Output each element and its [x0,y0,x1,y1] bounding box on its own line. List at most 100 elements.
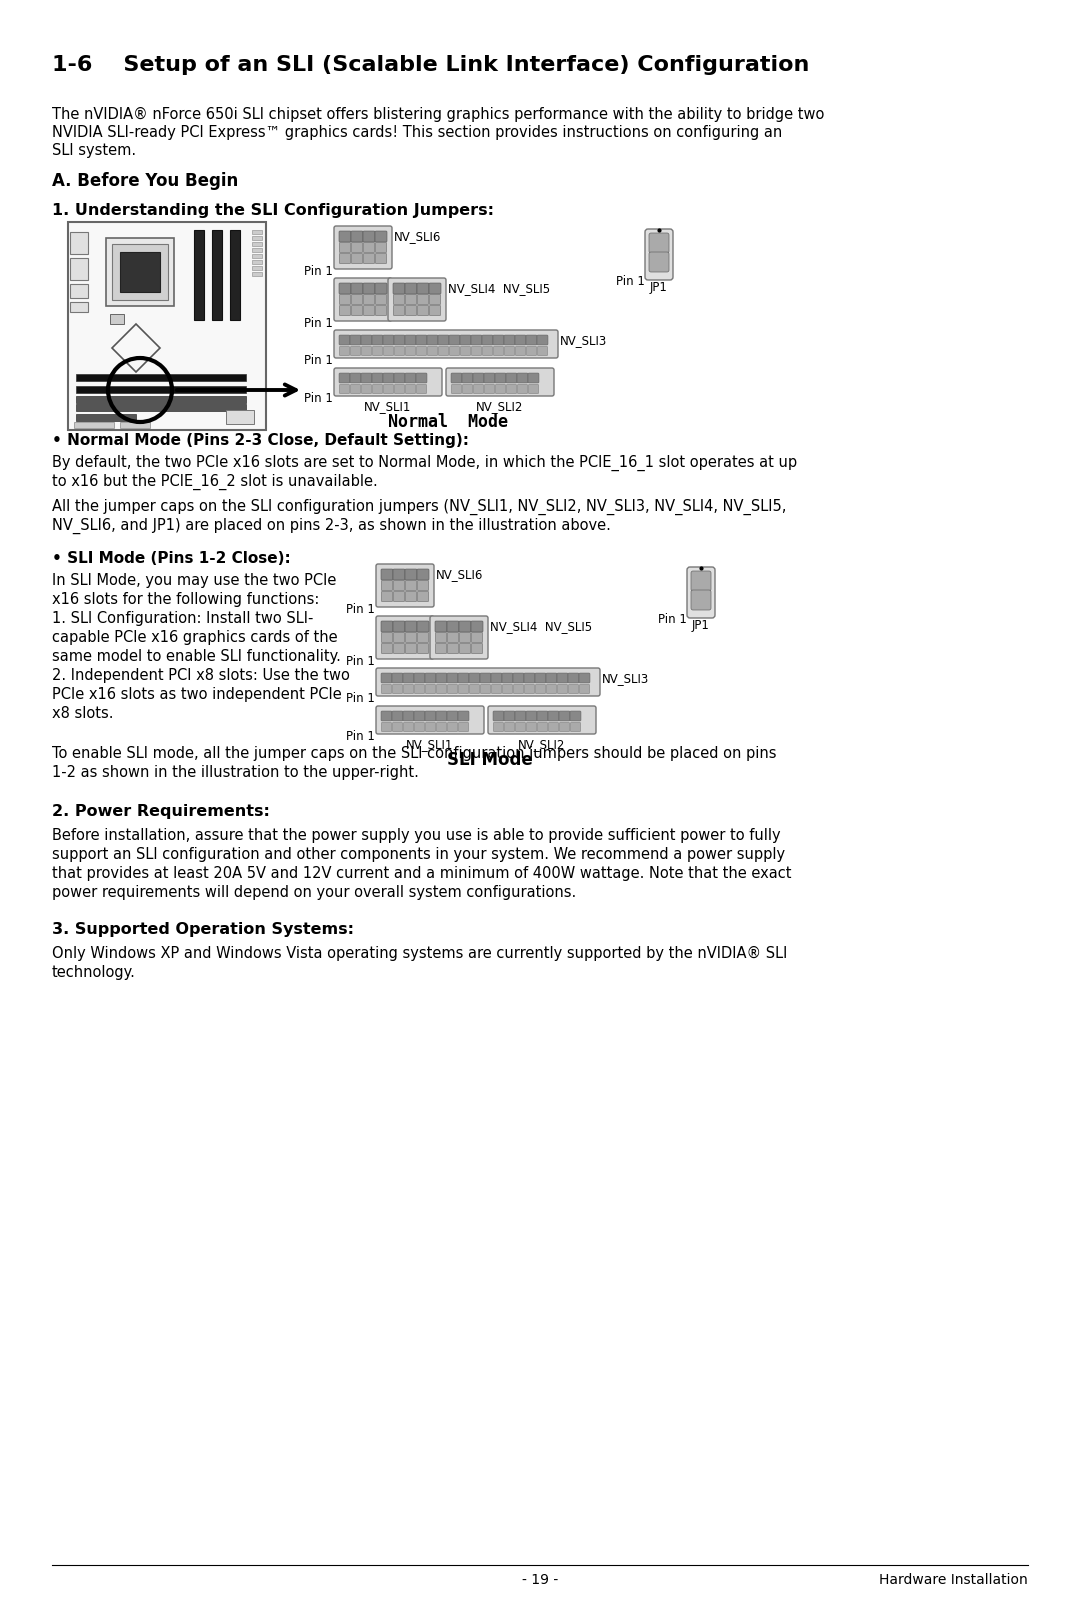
FancyBboxPatch shape [364,253,375,263]
Text: to x16 but the PCIE_16_2 slot is unavailable.: to x16 but the PCIE_16_2 slot is unavail… [52,475,378,491]
FancyBboxPatch shape [381,685,391,693]
FancyBboxPatch shape [361,335,372,345]
FancyBboxPatch shape [418,632,429,643]
FancyBboxPatch shape [405,632,417,643]
FancyBboxPatch shape [449,335,460,345]
FancyBboxPatch shape [372,335,383,345]
FancyBboxPatch shape [381,722,391,731]
FancyBboxPatch shape [405,569,417,581]
Text: 1-2 as shown in the illustration to the upper-right.: 1-2 as shown in the illustration to the … [52,765,419,780]
FancyBboxPatch shape [451,385,461,393]
Text: NV_SLI3: NV_SLI3 [602,672,649,685]
FancyBboxPatch shape [339,253,351,263]
FancyBboxPatch shape [404,722,414,731]
FancyBboxPatch shape [513,685,524,693]
Text: NV_SLI1: NV_SLI1 [406,738,454,751]
FancyBboxPatch shape [334,330,558,358]
FancyBboxPatch shape [339,231,351,242]
Bar [70,284,87,298]
FancyBboxPatch shape [471,621,483,632]
Text: JP1: JP1 [692,619,710,632]
FancyBboxPatch shape [351,253,363,263]
FancyBboxPatch shape [404,685,414,693]
FancyBboxPatch shape [525,685,535,693]
FancyBboxPatch shape [515,722,526,731]
FancyBboxPatch shape [376,253,387,263]
Text: capable PCIe x16 graphics cards of the: capable PCIe x16 graphics cards of the [52,630,338,645]
FancyBboxPatch shape [645,229,673,281]
FancyBboxPatch shape [405,592,417,602]
FancyBboxPatch shape [393,632,405,643]
FancyBboxPatch shape [568,674,579,683]
Text: To enable SLI mode, all the jumper caps on the SLI configuration jumpers should : To enable SLI mode, all the jumper caps … [52,746,777,760]
Bar [230,229,240,321]
FancyBboxPatch shape [383,335,394,345]
FancyBboxPatch shape [351,242,363,252]
FancyBboxPatch shape [363,282,375,294]
FancyBboxPatch shape [393,282,405,294]
FancyBboxPatch shape [393,295,405,305]
FancyBboxPatch shape [381,569,393,581]
FancyBboxPatch shape [430,305,441,316]
Text: NV_SLI6: NV_SLI6 [394,229,442,242]
FancyBboxPatch shape [417,569,429,581]
FancyBboxPatch shape [459,643,471,653]
Text: 1. SLI Configuration: Install two SLI-: 1. SLI Configuration: Install two SLI- [52,611,313,626]
FancyBboxPatch shape [557,685,567,693]
FancyBboxPatch shape [339,305,351,316]
FancyBboxPatch shape [417,621,429,632]
FancyBboxPatch shape [429,282,441,294]
FancyBboxPatch shape [504,335,515,345]
FancyBboxPatch shape [504,711,515,722]
FancyBboxPatch shape [460,335,471,345]
Bar [120,422,150,428]
Text: 2. Independent PCI x8 slots: Use the two: 2. Independent PCI x8 slots: Use the two [52,667,350,683]
FancyBboxPatch shape [363,231,375,242]
FancyBboxPatch shape [373,346,382,356]
Text: NV_SLI6: NV_SLI6 [436,568,484,581]
FancyBboxPatch shape [405,346,416,356]
FancyBboxPatch shape [351,385,361,393]
Text: Before installation, assure that the power supply you use is able to provide suf: Before installation, assure that the pow… [52,828,781,844]
FancyBboxPatch shape [507,385,516,393]
FancyBboxPatch shape [376,706,484,735]
FancyBboxPatch shape [388,277,446,321]
FancyBboxPatch shape [446,367,554,396]
Bar [252,249,262,252]
FancyBboxPatch shape [350,335,361,345]
FancyBboxPatch shape [428,346,437,356]
FancyBboxPatch shape [691,590,711,610]
FancyBboxPatch shape [418,592,429,602]
Text: Pin 1: Pin 1 [658,613,687,626]
FancyBboxPatch shape [351,305,363,316]
Bar [76,404,246,411]
FancyBboxPatch shape [438,335,449,345]
FancyBboxPatch shape [570,722,581,731]
FancyBboxPatch shape [527,346,537,356]
Text: 1. Understanding the SLI Configuration Jumpers:: 1. Understanding the SLI Configuration J… [52,204,494,218]
Text: Normal  Mode: Normal Mode [388,412,508,431]
FancyBboxPatch shape [403,674,414,683]
FancyBboxPatch shape [458,674,469,683]
FancyBboxPatch shape [393,581,405,590]
FancyBboxPatch shape [392,722,403,731]
FancyBboxPatch shape [471,335,482,345]
Text: support an SLI configuration and other components in your system. We recommend a: support an SLI configuration and other c… [52,847,785,861]
FancyBboxPatch shape [526,711,537,722]
FancyBboxPatch shape [470,685,480,693]
FancyBboxPatch shape [435,632,446,643]
FancyBboxPatch shape [426,685,435,693]
FancyBboxPatch shape [517,374,528,383]
FancyBboxPatch shape [416,335,427,345]
Text: SLI Mode: SLI Mode [447,751,532,768]
FancyBboxPatch shape [528,374,539,383]
FancyBboxPatch shape [538,722,548,731]
Text: All the jumper caps on the SLI configuration jumpers (NV_SLI1, NV_SLI2, NV_SLI3,: All the jumper caps on the SLI configura… [52,499,786,515]
FancyBboxPatch shape [459,685,469,693]
FancyBboxPatch shape [517,385,527,393]
FancyBboxPatch shape [403,711,414,722]
FancyBboxPatch shape [418,295,429,305]
FancyBboxPatch shape [376,667,600,696]
FancyBboxPatch shape [381,592,392,602]
Bar [106,237,174,306]
